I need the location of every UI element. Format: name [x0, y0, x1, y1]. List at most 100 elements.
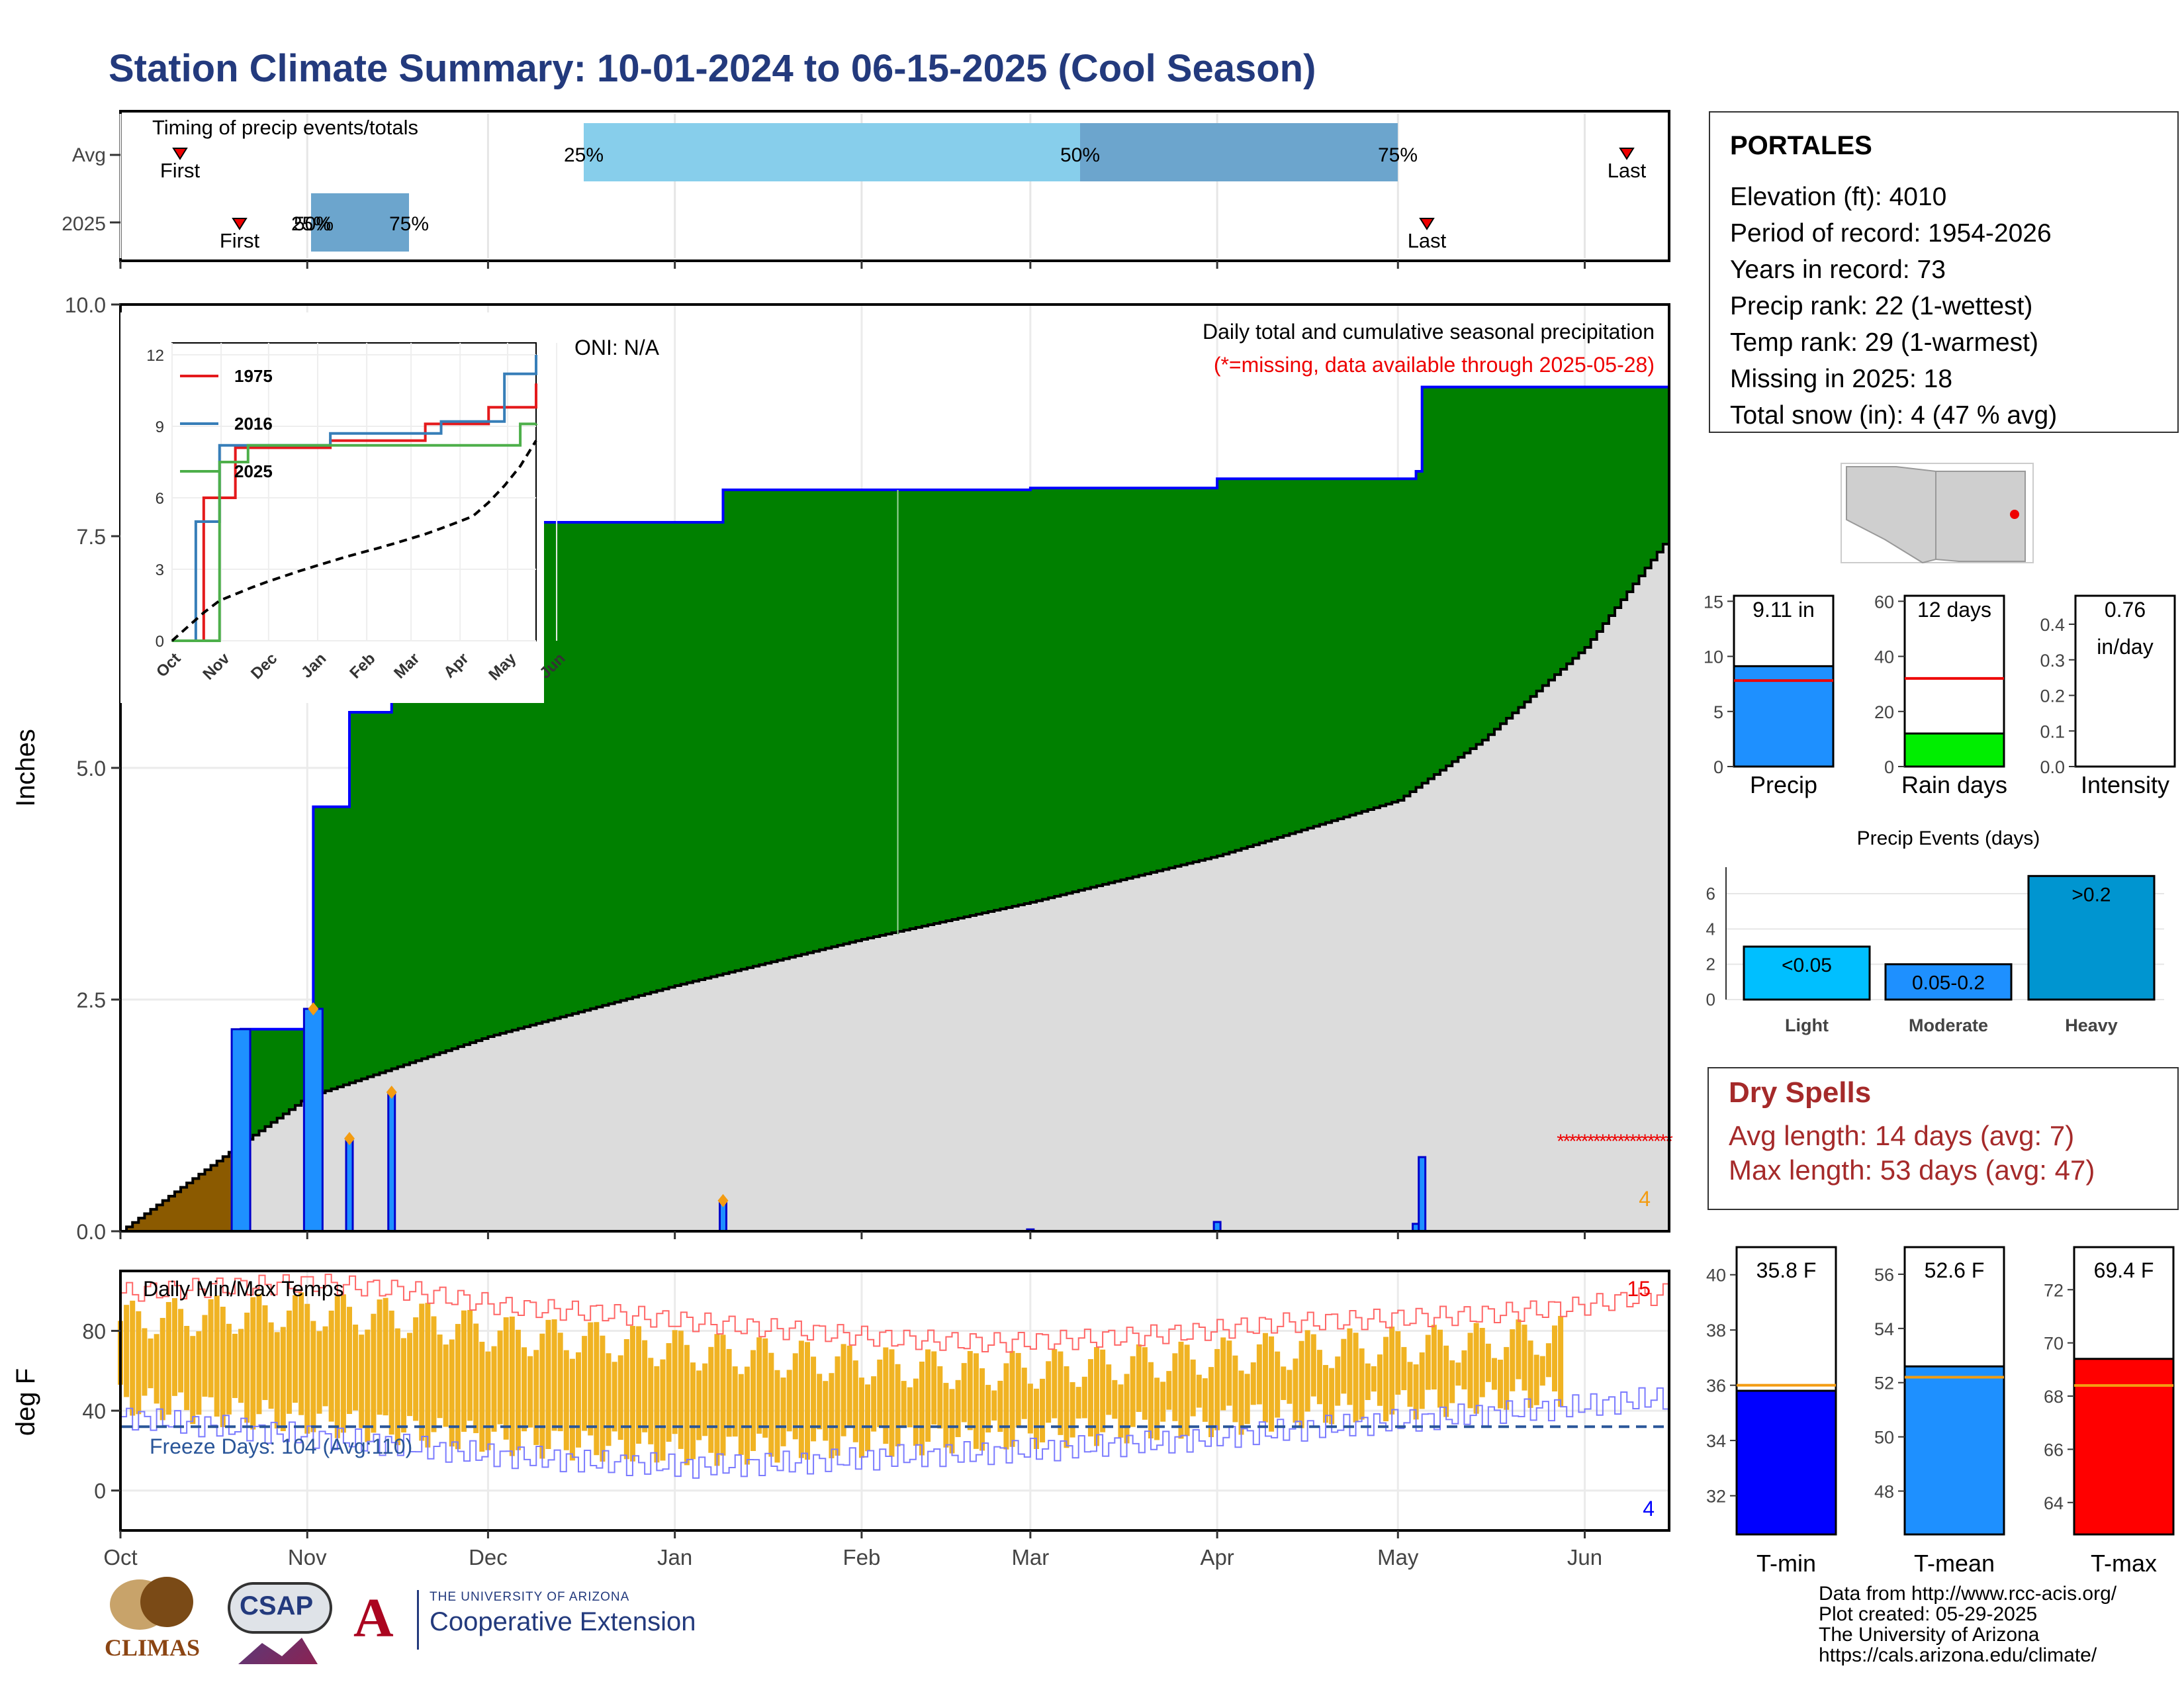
- ua-block-a-logo[interactable]: A: [353, 1587, 394, 1649]
- daily-temp-bar: [497, 1331, 503, 1425]
- daily-temp-bar: [407, 1333, 413, 1417]
- daily-temp-bar: [1533, 1354, 1539, 1405]
- daily-temp-bar: [1401, 1346, 1407, 1391]
- daily-temp-bar: [629, 1326, 635, 1462]
- daily-temp-bar: [1479, 1328, 1485, 1397]
- station-temp-rank: Temp rank: 29 (1-warmest): [1730, 328, 2038, 357]
- events-bar: [1743, 945, 1871, 1001]
- daily-temp-bar: [1003, 1363, 1009, 1450]
- missing-marker: *: [1581, 1131, 1589, 1152]
- missing-marker: *: [1641, 1131, 1649, 1152]
- temp-bar-tick-label: 48: [1874, 1481, 1894, 1501]
- daily-temp-bar: [1485, 1343, 1491, 1382]
- events-tick-label: 6: [1706, 884, 1715, 904]
- daily-temp-bar: [136, 1311, 142, 1415]
- daily-temp-bar: [527, 1356, 533, 1428]
- daily-temp-bar: [165, 1301, 171, 1415]
- daily-temp-bar: [1425, 1335, 1431, 1390]
- snow-marker: [717, 1194, 729, 1207]
- avg-pct-75: 75%: [1378, 144, 1418, 166]
- daily-temp-bar: [1015, 1352, 1021, 1428]
- daily-temp-bar: [455, 1324, 461, 1450]
- daily-temp-bar: [1081, 1376, 1087, 1419]
- daily-temp-bar: [353, 1325, 359, 1411]
- daily-temp-bar: [1473, 1323, 1479, 1414]
- events-category: Light: [1785, 1015, 1829, 1035]
- csap-logo[interactable]: CSAP: [225, 1577, 338, 1676]
- inset-legend-label: 1975: [234, 366, 273, 386]
- temp-label: Daily Min/Max Temps: [143, 1277, 343, 1301]
- station-location-dot: [2010, 510, 2019, 519]
- daily-temp-bar: [208, 1299, 214, 1397]
- daily-temp-bar: [569, 1358, 575, 1461]
- inset-y-label: 9: [156, 418, 164, 436]
- min-count: 4: [1643, 1497, 1655, 1521]
- daily-temp-bar: [1558, 1315, 1564, 1407]
- daily-temp-bar: [955, 1380, 961, 1437]
- daily-temp-bar: [835, 1356, 841, 1456]
- daily-temp-bar: [1510, 1329, 1516, 1391]
- temp-bar-tick-label: 38: [1706, 1321, 1726, 1340]
- daily-temp-bar: [365, 1329, 371, 1442]
- daily-temp-bar: [1461, 1350, 1467, 1389]
- daily-temp-bar: [1371, 1366, 1377, 1392]
- average-cumulative-area: [120, 536, 1669, 1231]
- daily-temp-bar: [1449, 1360, 1455, 1403]
- temp-bar-tick-label: 72: [2044, 1280, 2064, 1300]
- daily-temp-bar: [768, 1352, 774, 1457]
- daily-temp-bar: [744, 1366, 750, 1465]
- y-tick-label: 5.0: [77, 757, 106, 780]
- daily-temp-bar: [1052, 1349, 1058, 1419]
- x-month-label: Jun: [1567, 1545, 1602, 1570]
- daily-temp-bar: [895, 1364, 901, 1446]
- daily-temp-bar: [1244, 1374, 1250, 1425]
- daily-temp-bar: [1293, 1358, 1298, 1423]
- daily-temp-bar: [310, 1321, 316, 1432]
- inset-series-line: [172, 422, 537, 642]
- daily-temp-bar: [298, 1292, 304, 1415]
- ua-extension-logo[interactable]: THE UNIVERSITY OF ARIZONA Cooperative Ex…: [417, 1590, 760, 1650]
- avg-pct-50: 50%: [1060, 144, 1100, 166]
- temp-summary-bars: 32 34 36 38 40 35.8 F T-min 48 50 52 54 56 52.6 F T-m…: [1706, 1246, 2175, 1577]
- mini-tick-label: 0.0: [2040, 757, 2065, 777]
- daily-temp-bar: [184, 1325, 190, 1411]
- daily-temp-bar: [594, 1322, 600, 1456]
- daily-temp-bar: [991, 1390, 997, 1421]
- daily-temp-bar: [612, 1362, 617, 1432]
- daily-temp-bar: [1310, 1334, 1316, 1397]
- climas-logo[interactable]: CLIMAS: [101, 1575, 216, 1675]
- daily-temp-bar: [1075, 1387, 1081, 1419]
- credit-line: https://cals.arizona.edu/climate/: [1819, 1644, 2097, 1666]
- events-bar-label: 0.05-0.2: [1912, 972, 1985, 994]
- daily-temp-bar: [383, 1297, 388, 1416]
- daily-temp-bar: [1154, 1378, 1160, 1440]
- temp-bar-label: T-max: [2091, 1550, 2157, 1577]
- daily-temp-bar: [437, 1335, 443, 1419]
- daily-temp-bar: [642, 1340, 648, 1432]
- daily-temp-bar: [425, 1303, 431, 1448]
- daily-temp-bar: [1142, 1347, 1148, 1420]
- daily-temp-bar: [756, 1337, 762, 1434]
- missing-marker: *: [1647, 1131, 1655, 1152]
- daily-temp-bar: [672, 1330, 678, 1434]
- main-header: Daily total and cumulative seasonal prec…: [1203, 320, 1655, 344]
- daily-temp-bar: [1431, 1325, 1437, 1390]
- daily-temp-bar: [1365, 1363, 1371, 1400]
- missing-marker: *: [1599, 1131, 1607, 1152]
- mini-tick-label: 0.1: [2040, 722, 2065, 741]
- daily-temp-bar: [804, 1342, 810, 1460]
- daily-temp-bar: [443, 1344, 449, 1427]
- events-bar-label: >0.2: [2071, 884, 2111, 906]
- daily-temp-bar: [419, 1303, 425, 1441]
- temp-bar-tick-label: 32: [1706, 1487, 1726, 1507]
- mini-bar-value: [1733, 665, 1835, 768]
- missing-note: (*=missing, data available through 2025-…: [1214, 353, 1655, 377]
- temp-bar-tick-label: 64: [2044, 1493, 2064, 1513]
- freeze-label: Freeze Days: 104 (Avg:110): [150, 1434, 412, 1458]
- y25-pct-25: 25%: [291, 213, 331, 235]
- missing-marker: *: [1623, 1131, 1631, 1152]
- daily-temp-bar: [841, 1344, 846, 1436]
- daily-precip-bar: [302, 1008, 324, 1233]
- daily-temp-bar: [588, 1322, 594, 1436]
